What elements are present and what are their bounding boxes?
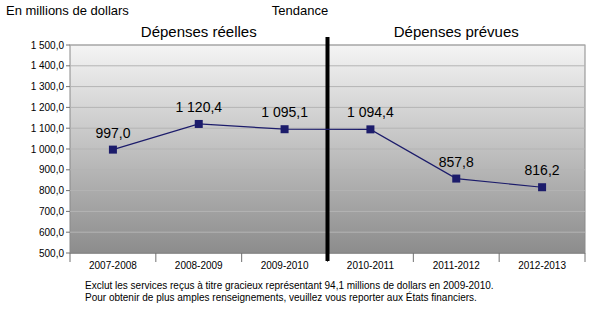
tick	[66, 65, 70, 66]
tick	[66, 169, 70, 170]
annotation: Dépenses réelles	[141, 23, 257, 40]
tick-label: 1 300,0	[31, 81, 65, 92]
tick-label: 800,0	[39, 185, 64, 196]
x-tick	[499, 253, 500, 262]
x-tick	[70, 253, 71, 262]
marker	[366, 125, 374, 133]
tick-label: 2011-2012	[433, 260, 481, 271]
tick-label: 1 500,0	[31, 40, 65, 51]
tick-label: 700,0	[39, 206, 64, 217]
annotation: Dépenses prévues	[394, 23, 519, 40]
data-label: 1 120,4	[175, 99, 222, 115]
tick	[66, 45, 70, 46]
tick-label: 1 200,0	[31, 102, 65, 113]
x-tick	[155, 253, 156, 262]
marker	[109, 146, 117, 154]
data-label: 857,8	[439, 154, 474, 170]
tick	[66, 190, 70, 191]
tick	[66, 211, 70, 212]
footnote: Pour obtenir de plus amples renseignemen…	[85, 291, 477, 303]
tick	[66, 149, 70, 150]
marker	[281, 125, 289, 133]
tick-label: 900,0	[39, 164, 64, 175]
tick-label: 2012-2013	[518, 260, 566, 271]
tick-label: 2007-2008	[89, 260, 137, 271]
tick-label: 2010-2011	[347, 260, 395, 271]
tick	[66, 86, 70, 87]
marker	[538, 183, 546, 191]
x-tick	[585, 253, 586, 262]
footnote: Exclut les services reçus à titre gracie…	[85, 280, 494, 291]
data-label: 997,0	[95, 125, 130, 141]
tick-label: 1 000,0	[31, 144, 65, 155]
title: Tendance	[272, 3, 328, 18]
y-axis-label: En millions de dollars	[6, 3, 129, 18]
tick-label: 2009-2010	[261, 260, 309, 271]
tick	[66, 253, 70, 254]
data-label: 1 094,4	[347, 104, 394, 120]
tick-label: 500,0	[39, 248, 64, 259]
tick-label: 2008-2009	[175, 260, 223, 271]
tick	[66, 128, 70, 129]
marker	[195, 120, 203, 128]
tick	[66, 107, 70, 108]
tick-label: 1 400,0	[31, 60, 65, 71]
tick	[66, 232, 70, 233]
line	[113, 124, 542, 187]
x-tick	[241, 253, 242, 262]
x-tick	[413, 253, 414, 262]
divider	[326, 37, 330, 261]
series	[109, 120, 546, 191]
marker	[452, 175, 460, 183]
data-label: 1 095,1	[261, 104, 308, 120]
chart: 500,0 600,0 700,0 800,0 900,0 1 000,0 1 100,0 1…	[0, 0, 590, 313]
tick-label: 600,0	[39, 227, 64, 238]
tick-label: 1 100,0	[31, 123, 65, 134]
data-label: 816,2	[525, 162, 560, 178]
